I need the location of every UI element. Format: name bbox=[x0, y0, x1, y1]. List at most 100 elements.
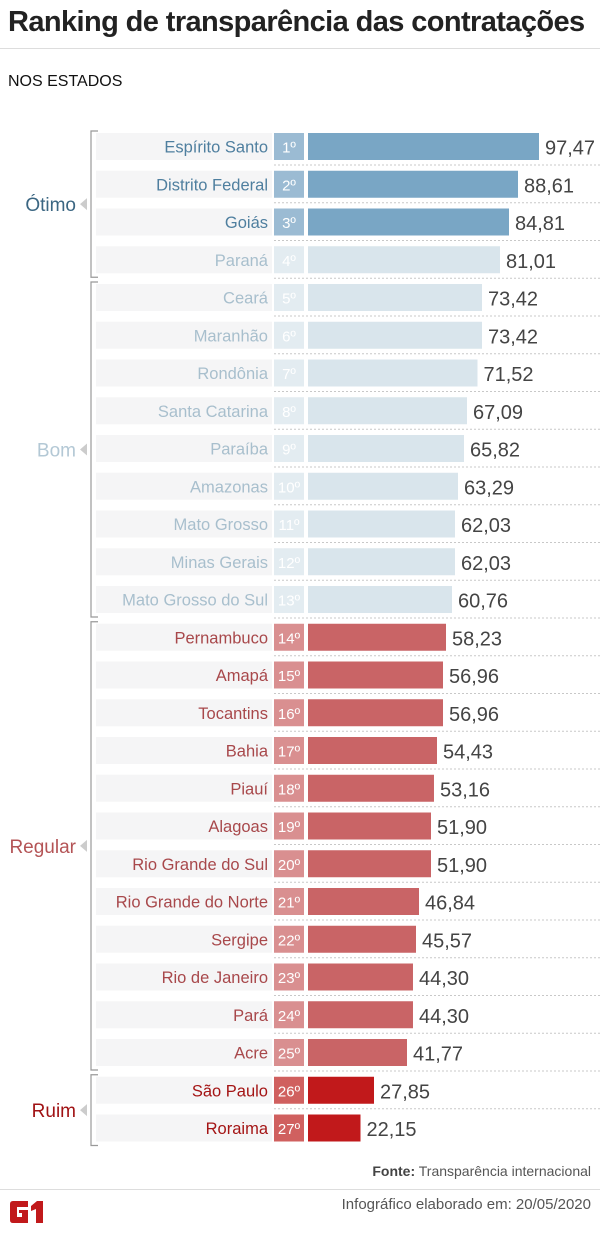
bar[interactable] bbox=[308, 586, 452, 613]
value-label: 58,23 bbox=[452, 628, 502, 650]
rank-badge bbox=[274, 284, 304, 311]
bar[interactable] bbox=[308, 699, 443, 727]
rank-badge bbox=[274, 661, 304, 689]
rank-badge bbox=[274, 435, 304, 462]
row-background bbox=[96, 850, 272, 878]
rank-label: 21º bbox=[278, 895, 301, 912]
bar[interactable] bbox=[308, 284, 483, 311]
rank-label: 10º bbox=[278, 479, 301, 496]
bar[interactable] bbox=[308, 774, 434, 802]
rank-badge bbox=[274, 359, 304, 387]
value-label: 27,85 bbox=[380, 1081, 430, 1103]
bar[interactable] bbox=[308, 359, 478, 387]
row-background bbox=[96, 246, 272, 274]
rank-badge bbox=[274, 397, 304, 425]
bar[interactable] bbox=[308, 623, 447, 651]
bar[interactable] bbox=[308, 208, 509, 236]
credit-note: Infográfico elaborado em: 20/05/2020 bbox=[341, 1196, 591, 1213]
row-background bbox=[96, 1076, 272, 1104]
rank-label: 13º bbox=[278, 593, 301, 610]
rank-label: 16º bbox=[278, 706, 301, 723]
state-label: Roraima bbox=[206, 1120, 269, 1138]
rank-badge bbox=[274, 1076, 304, 1104]
ranking-chart: 1º Espírito Santo 97,47 2º Distrito Federal 8… bbox=[9, 130, 600, 1147]
bar[interactable] bbox=[308, 850, 432, 878]
bar[interactable] bbox=[308, 548, 456, 576]
bracket-arrow-icon bbox=[80, 443, 87, 456]
chart-title: Ranking de transparência das contrataçõe… bbox=[8, 6, 585, 38]
rank-badge bbox=[274, 963, 304, 991]
rank-badge bbox=[274, 548, 304, 576]
rank-label: 20º bbox=[278, 857, 301, 874]
bar[interactable] bbox=[308, 661, 443, 689]
state-label: Pernambuco bbox=[174, 629, 268, 647]
rank-badge bbox=[274, 133, 304, 160]
title-divider bbox=[0, 48, 600, 49]
rank-badge bbox=[274, 586, 304, 613]
row-background bbox=[96, 133, 272, 160]
rank-label: 5º bbox=[282, 291, 296, 308]
bar[interactable] bbox=[308, 510, 456, 538]
bar[interactable] bbox=[308, 812, 432, 840]
state-label: Amazonas bbox=[190, 478, 268, 496]
bar[interactable] bbox=[308, 472, 458, 500]
rank-badge bbox=[274, 774, 304, 802]
group-label: Regular bbox=[9, 837, 76, 858]
bar[interactable] bbox=[308, 925, 416, 953]
bar[interactable] bbox=[308, 246, 500, 274]
row-background bbox=[96, 510, 272, 538]
bar[interactable] bbox=[308, 133, 539, 160]
bar[interactable] bbox=[308, 1001, 413, 1029]
bar[interactable] bbox=[308, 170, 519, 198]
value-label: 56,96 bbox=[449, 666, 499, 688]
state-label: Minas Gerais bbox=[171, 554, 268, 572]
row-background bbox=[96, 925, 272, 953]
state-label: Pará bbox=[233, 1007, 269, 1025]
bracket-arrow-icon bbox=[80, 198, 87, 211]
group-bracket bbox=[90, 1074, 98, 1147]
value-label: 84,81 bbox=[515, 213, 565, 235]
state-label: Bahia bbox=[226, 743, 269, 761]
bar[interactable] bbox=[308, 888, 420, 915]
bar[interactable] bbox=[308, 737, 437, 764]
state-label: Rio de Janeiro bbox=[162, 969, 268, 987]
source-text: Transparência internacional bbox=[418, 1163, 591, 1179]
value-label: 46,84 bbox=[425, 893, 475, 915]
bar[interactable] bbox=[308, 435, 464, 462]
source-label: Fonte: bbox=[372, 1163, 416, 1179]
rank-label: 8º bbox=[282, 404, 296, 421]
row-background bbox=[96, 321, 272, 349]
rank-badge bbox=[274, 623, 304, 651]
bar[interactable] bbox=[308, 1114, 361, 1142]
bar[interactable] bbox=[308, 1039, 407, 1066]
bar[interactable] bbox=[308, 397, 468, 425]
group-label: Ótimo bbox=[25, 194, 76, 216]
bar[interactable] bbox=[308, 1076, 375, 1104]
group-bracket bbox=[90, 281, 98, 618]
value-label: 97,47 bbox=[545, 138, 595, 160]
state-label: Amapá bbox=[216, 667, 269, 685]
bar[interactable] bbox=[308, 963, 413, 991]
state-label: Rio Grande do Sul bbox=[132, 856, 268, 874]
row-background bbox=[96, 661, 272, 689]
rank-label: 25º bbox=[278, 1046, 301, 1063]
value-label: 73,42 bbox=[488, 289, 538, 311]
state-label: Piauí bbox=[230, 780, 268, 798]
rank-label: 7º bbox=[282, 366, 296, 383]
bracket-arrow-icon bbox=[80, 1104, 87, 1117]
value-label: 45,57 bbox=[422, 930, 472, 952]
rank-badge bbox=[274, 170, 304, 198]
value-label: 62,03 bbox=[461, 515, 511, 537]
rank-badge bbox=[274, 472, 304, 500]
rank-badge bbox=[274, 699, 304, 727]
row-background bbox=[96, 1001, 272, 1029]
row-background bbox=[96, 397, 272, 425]
state-label: Sergipe bbox=[211, 931, 268, 949]
bar[interactable] bbox=[308, 321, 483, 349]
value-label: 51,90 bbox=[437, 855, 487, 877]
group-label: Bom bbox=[37, 441, 76, 462]
row-background bbox=[96, 812, 272, 840]
rank-label: 9º bbox=[282, 442, 296, 459]
row-background bbox=[96, 699, 272, 727]
rank-badge bbox=[274, 246, 304, 274]
